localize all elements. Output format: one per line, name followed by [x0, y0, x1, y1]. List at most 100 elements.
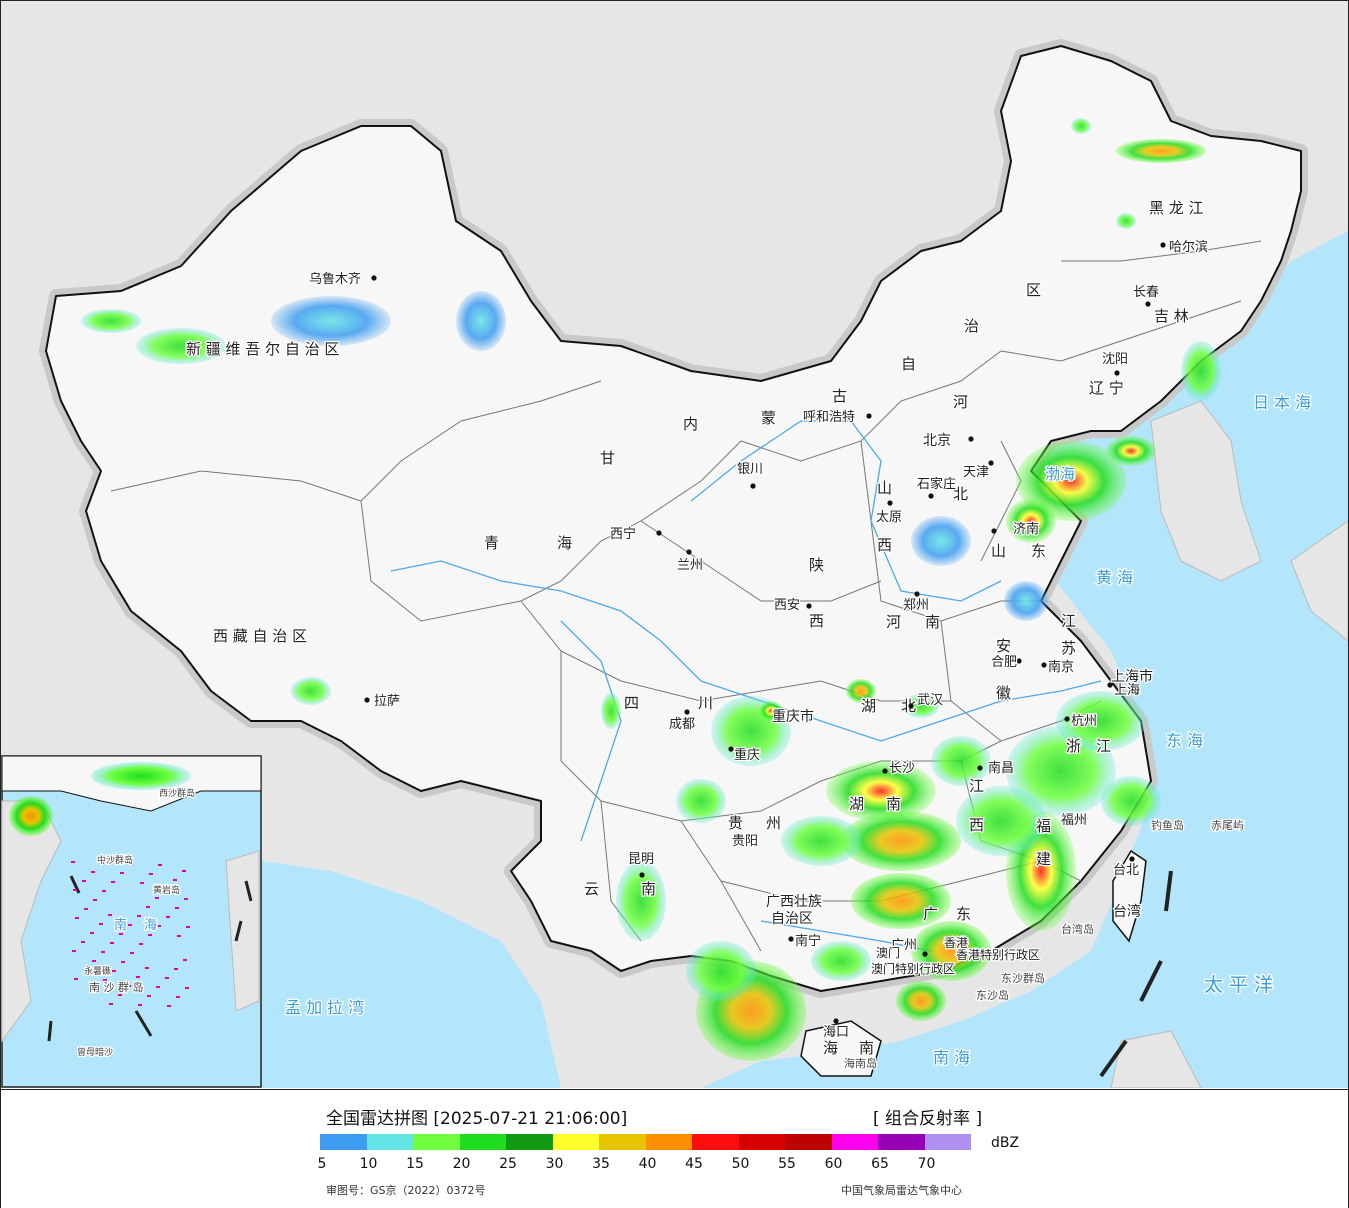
regions-jiangsu_a-label: 江 [1061, 612, 1076, 630]
reef-mark [108, 914, 112, 916]
reef-mark [129, 863, 133, 865]
islands-chiwei-label: 赤尾屿 [1211, 819, 1244, 832]
regions-hebei_b-label: 北 [953, 485, 968, 503]
city-marker [745, 836, 751, 842]
inset-yongshu-label: 永暑礁 [84, 965, 111, 977]
reef-mark [83, 969, 87, 971]
map-approval-number: 审图号：GS京（2022）0372号 [326, 1184, 486, 1197]
color-scale-tick: 45 [685, 1156, 703, 1172]
cities-urumqi-label: 乌鲁木齐 [309, 271, 361, 287]
radar-echo [1181, 341, 1221, 401]
inset-zhongsha-label: 中沙群岛 [97, 854, 133, 866]
color-swatch [645, 1134, 692, 1150]
regions-anhui_a-label: 安 [996, 637, 1011, 655]
seas-taipingyang-label: 太 平 洋 [1204, 974, 1273, 996]
regions-guangxi-label: 广西壮族 [766, 894, 822, 910]
color-swatch [459, 1134, 506, 1150]
legend-title: 全国雷达拼图 [2025-07-21 21:06:00] [326, 1109, 628, 1129]
cities-lanzhou-label: 兰州 [677, 558, 703, 573]
regions-sichuan_b-label: 川 [698, 694, 713, 712]
radar-echo [1116, 139, 1206, 163]
city-marker [1129, 856, 1135, 862]
radar-echo [781, 816, 861, 866]
cities-beijing-label: 北京 [923, 433, 951, 449]
color-scale-tick: 5 [317, 1156, 327, 1172]
color-scale-tick: 40 [638, 1156, 657, 1172]
color-scale-tick: 20 [452, 1156, 471, 1172]
radar-echo [846, 679, 876, 703]
reef-mark [137, 915, 141, 917]
reef-mark [185, 987, 189, 989]
regions-shandong_b-label: 东 [1031, 542, 1046, 560]
city-marker [1114, 370, 1120, 376]
radar-echo [1116, 213, 1136, 229]
cities-changchun-label: 长春 [1133, 285, 1159, 300]
regions-zhejiang_b-label: 江 [1096, 737, 1111, 755]
city-marker [806, 603, 812, 609]
reef-mark [155, 897, 159, 899]
city-marker [866, 413, 872, 419]
regions-shaanxi_a-label: 陕 [809, 556, 824, 574]
city-marker [905, 938, 911, 944]
reef-mark [158, 864, 162, 866]
regions-henan_b-label: 南 [925, 613, 940, 631]
city-marker [1160, 242, 1166, 248]
cities-shenyang-label: 沈阳 [1102, 352, 1128, 367]
color-swatch [552, 1134, 599, 1150]
regions-neimenggu_b-label: 蒙 [761, 409, 776, 427]
regions-shanxi_b-label: 西 [877, 536, 892, 554]
seas-donghai-label: 东 海 [1166, 731, 1203, 750]
cities-taiyuan-label: 太原 [876, 510, 902, 525]
radar-echo [1056, 691, 1146, 751]
cities-nanchang-label: 南昌 [988, 760, 1014, 776]
cities-guangzhou-label: 广州 [891, 938, 917, 953]
radar-echo [826, 761, 936, 821]
reef-mark [127, 985, 131, 987]
maritime-boundary [1099, 870, 1173, 1078]
source-agency: 中国气象局雷达气象中心 [841, 1184, 962, 1197]
radar-echo [456, 291, 506, 351]
reef-mark [112, 970, 116, 972]
reef-mark [72, 950, 76, 952]
legend-unit: dBZ [991, 1135, 1020, 1151]
cities-fuzhou-label: 福州 [1061, 813, 1087, 828]
reef-mark [81, 941, 85, 943]
regions-neimenggu_f-label: 区 [1026, 281, 1041, 299]
regions-hebei_a-label: 河 [953, 393, 968, 411]
radar-echo [896, 981, 946, 1021]
regions-neimenggu_c-label: 古 [832, 387, 847, 405]
radar-echo [81, 309, 141, 333]
reef-mark [149, 873, 153, 875]
cities-lhasa-label: 拉萨 [374, 694, 400, 709]
regions-guizhou_b-label: 州 [766, 814, 781, 832]
cities-jinan-label: 济南 [1013, 521, 1039, 537]
radar-map[interactable]: 新 疆 维 吾 尔 自 治 区西 藏 自 治 区青海甘四川云南内蒙古自治区黑 龙… [1, 1, 1348, 1088]
reef-mark [120, 872, 124, 874]
color-swatch [924, 1134, 971, 1150]
regions-neimenggu_e-label: 治 [964, 317, 979, 335]
cities-hongkong-label: 香港 [944, 936, 968, 950]
reef-mark [148, 934, 152, 936]
cities-nanning-label: 南宁 [795, 933, 821, 949]
reef-mark [157, 925, 161, 927]
cities-shijiazhuang-label: 石家庄 [917, 476, 956, 492]
regions-yunnan_a-label: 云 [584, 880, 599, 898]
city-marker [364, 697, 370, 703]
reef-mark [102, 890, 106, 892]
reef-mark [94, 988, 98, 990]
reef-mark [140, 882, 144, 884]
color-swatch [878, 1134, 925, 1150]
radar-echo [1071, 118, 1091, 134]
seas-nanhai-label: 南 海 [933, 1048, 970, 1067]
regions-xinjiang-label: 新 疆 维 吾 尔 自 治 区 [186, 340, 339, 358]
city-marker [639, 872, 645, 878]
regions-neimenggu_d-label: 自 [901, 355, 916, 373]
regions-yunnan_b-label: 南 [641, 880, 656, 898]
radar-echo [911, 921, 991, 981]
seas-mengjialawan-label: 孟 加 拉 湾 [285, 998, 364, 1017]
reef-mark [175, 907, 179, 909]
radar-echo [1101, 776, 1161, 826]
cities-nanjing-label: 南京 [1048, 659, 1074, 675]
